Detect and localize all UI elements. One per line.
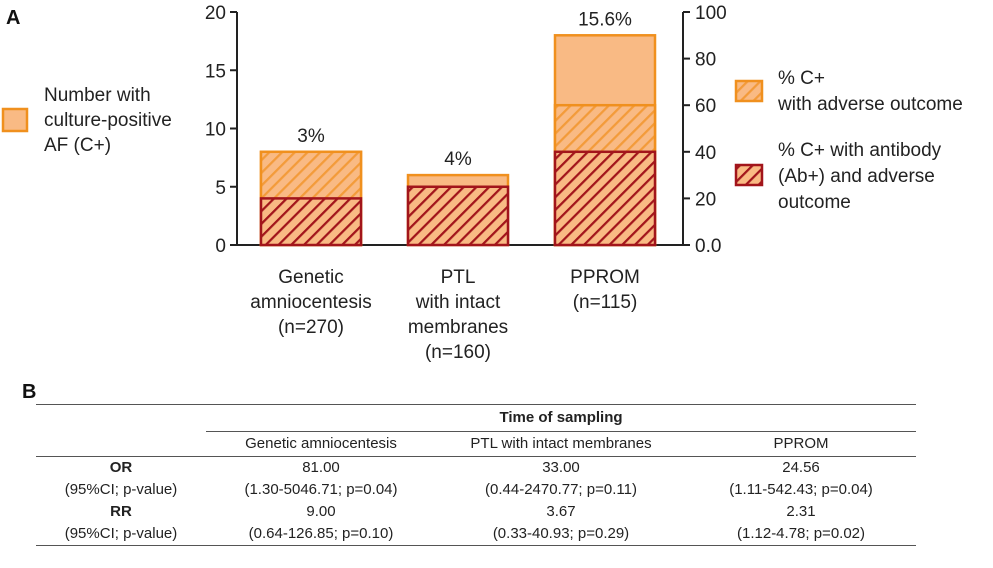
legend-adverse-line-1: % C+ <box>778 68 825 89</box>
legend-antibody-line-1: % C+ with antibody <box>778 140 942 161</box>
left-tick-label: 0 <box>215 236 226 257</box>
category-labels: Genetic amniocentesis (n=270) PTL with intac… <box>250 267 640 363</box>
category-label: PTL <box>441 267 476 288</box>
legend-antibody-swatch <box>734 163 764 187</box>
category-label: PPROM <box>570 267 640 288</box>
table-corner-2 <box>36 431 206 457</box>
bars <box>259 34 657 247</box>
row-sublabel: (95%CI; p-value) <box>36 523 206 546</box>
table-cell: (0.64-126.85; p=0.10) <box>206 523 436 546</box>
table-group-header: Time of sampling <box>206 404 917 432</box>
right-tick-label: 40 <box>695 143 716 164</box>
legend-left: Number with culture-positive AF (C+) <box>1 85 172 156</box>
table-corner <box>36 404 206 432</box>
table-row: (95%CI; p-value) (1.30-5046.71; p=0.04) … <box>36 479 916 501</box>
category-label: (n=160) <box>425 342 491 363</box>
category-label: (n=115) <box>573 292 638 313</box>
right-tick-label: 80 <box>695 50 716 71</box>
table-cell: (1.11-542.43; p=0.04) <box>729 481 873 498</box>
table-row: RR 9.00 3.67 2.31 <box>36 501 916 523</box>
panel-b-label: B <box>22 381 37 403</box>
panel-a-label: A <box>6 7 20 29</box>
table-row: (95%CI; p-value) (0.64-126.85; p=0.10) (… <box>36 523 917 546</box>
bar-antibody <box>406 185 510 247</box>
legend-adverse-line-2: with adverse outcome <box>777 94 963 115</box>
left-tick-label: 5 <box>215 178 226 199</box>
bar-antibody <box>259 197 363 247</box>
table-cell: (0.33-40.93; p=0.29) <box>436 523 686 546</box>
left-tick-label: 15 <box>205 61 226 82</box>
category-label: (n=270) <box>278 317 344 338</box>
legend-left-line-1: Number with <box>44 85 151 106</box>
category-label: with intact <box>415 292 501 313</box>
legend-right: % C+ with adverse outcome % C+ with anti… <box>734 68 963 213</box>
right-tick-label: 0.0 <box>695 236 721 257</box>
right-tick-label: 20 <box>695 189 716 210</box>
table-cell: 9.00 <box>306 503 336 520</box>
results-table: Time of sampling Genetic amniocentesis P… <box>36 404 917 546</box>
column-header: PTL with intact membranes <box>436 431 686 457</box>
legend-left-swatch <box>1 107 29 133</box>
legend-adverse-swatch <box>734 79 764 103</box>
bar-antibody <box>553 150 657 247</box>
bar-labels: 3% 4% 15.6% <box>297 9 632 170</box>
bar-percent-label: 3% <box>297 126 325 147</box>
table-cell: (0.44-2470.77; p=0.11) <box>485 481 637 498</box>
bar-percent-label: 15.6% <box>578 9 632 30</box>
table-cell: 2.31 <box>786 503 816 520</box>
left-tick-label: 10 <box>205 120 226 141</box>
column-header: Genetic amniocentesis <box>206 431 436 457</box>
category-label: Genetic <box>278 267 343 288</box>
legend-left-line-2: culture-positive <box>44 110 172 131</box>
row-label: OR <box>109 459 133 476</box>
category-label: amniocentesis <box>250 292 371 313</box>
right-tick-label: 100 <box>695 3 727 24</box>
table-cell: 24.56 <box>782 459 820 476</box>
table-cell: 3.67 <box>546 503 576 520</box>
category-label: membranes <box>408 317 508 338</box>
table-cell: (1.30-5046.71; p=0.04) <box>244 481 398 498</box>
legend-left-line-3: AF (C+) <box>44 135 111 156</box>
column-header: PPROM <box>686 431 917 457</box>
legend-antibody-line-2: (Ab+) and adverse <box>778 166 935 187</box>
table-cell: 33.00 <box>542 459 580 476</box>
left-tick-label: 20 <box>205 3 226 24</box>
row-label: RR <box>110 503 132 520</box>
bar-percent-label: 4% <box>444 149 472 170</box>
panel-a-chart: A 0 5 10 15 20 0.0 20 40 60 80 100 3% 4% 15.6% Genet… <box>1 3 963 363</box>
table-cell: (1.12-4.78; p=0.02) <box>686 523 917 546</box>
right-tick-label: 60 <box>695 96 716 117</box>
legend-antibody-line-3: outcome <box>778 192 851 213</box>
row-sublabel: (95%CI; p-value) <box>64 481 178 498</box>
table-row: OR 81.00 33.00 24.56 <box>36 457 916 480</box>
table-cell: 81.00 <box>302 459 340 476</box>
